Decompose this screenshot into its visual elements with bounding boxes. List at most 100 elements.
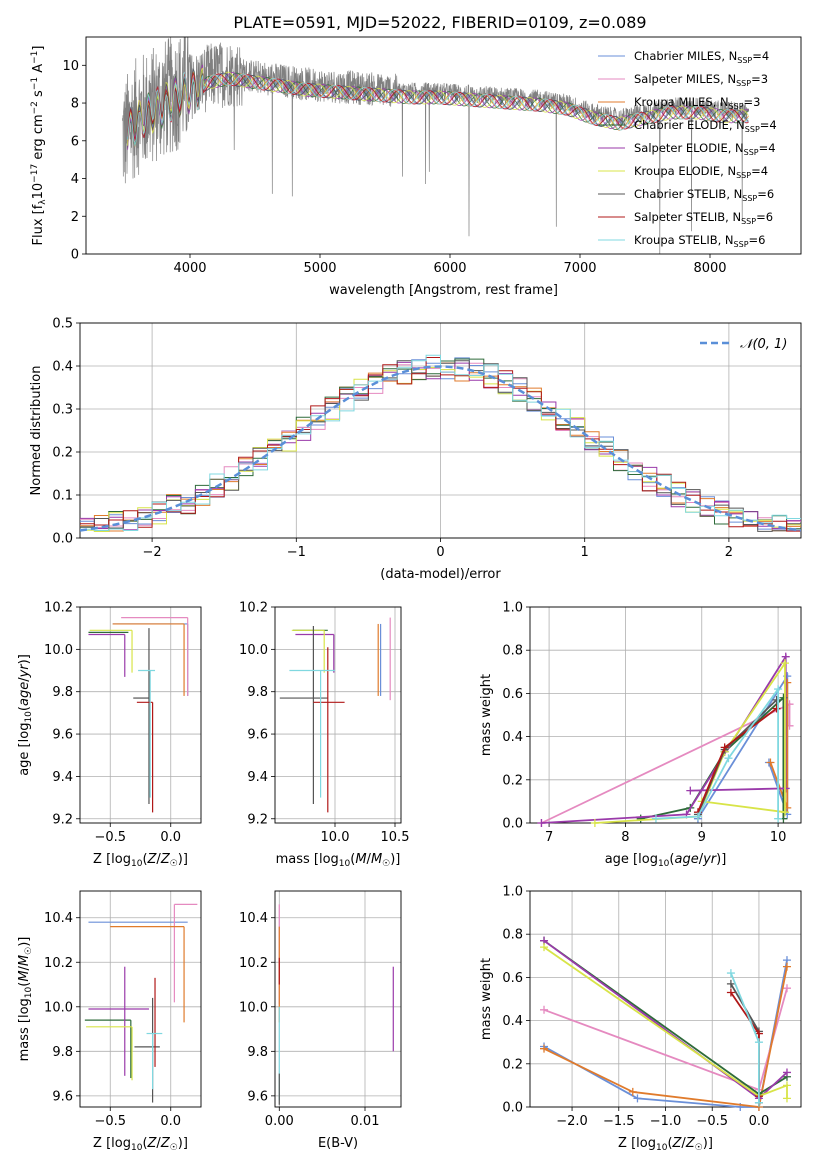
x-tick-label: 8 <box>621 830 629 845</box>
weight_vs_z-panel: −2.0 −1.5 −1.0 −0.5 0.0 0.0 0.2 0.4 0.6 0.8 1.0 Z [… <box>479 885 802 1153</box>
mass_vs_z-ylabel: mass [log10(M/M☉)] <box>17 937 34 1062</box>
weight-series-5 <box>543 946 788 1099</box>
weight-point <box>774 814 783 823</box>
y-tick-label: 0.0 <box>52 532 73 547</box>
legend-entry: Kroupa ELODIE, NSSP=4 <box>634 164 768 180</box>
y-tick-label: 1.0 <box>502 601 523 616</box>
x-tick-label: 1 <box>581 545 589 560</box>
y-tick-label: 9.6 <box>52 728 73 743</box>
y-tick-label: 1.0 <box>502 885 523 900</box>
y-tick-label: 0 <box>71 248 79 263</box>
weight-point <box>720 743 729 752</box>
weight-point <box>651 814 660 823</box>
residuals-panel: −2 −1 0 1 2 0.0 0.1 0.2 0.3 0.4 0.5 𝒩(0, 1) (data-mo… <box>29 317 802 582</box>
y-tick-label: 10.0 <box>239 643 268 658</box>
legend-entry: Chabrier MILES, NSSP=4 <box>634 49 769 65</box>
y-tick-label: 0.8 <box>502 644 523 659</box>
weight-point <box>782 1068 791 1077</box>
y-tick-label: 10.4 <box>239 911 268 926</box>
x-tick-label: −2 <box>143 545 162 560</box>
y-tick-label: 9.8 <box>52 685 73 700</box>
weight-point <box>540 1044 549 1053</box>
plot-frame <box>79 606 202 824</box>
x-tick-label: 9 <box>698 830 706 845</box>
legend-entry: 𝒩(0, 1) <box>740 337 787 352</box>
y-tick-label: 0.6 <box>502 971 523 986</box>
x-tick-label: 7 <box>545 830 553 845</box>
weight-point <box>754 1098 763 1107</box>
weight-series-4 <box>541 653 787 824</box>
y-tick-label: 0.1 <box>52 489 73 504</box>
y-tick-label: 0.3 <box>52 403 73 418</box>
plot-frame <box>79 890 202 1108</box>
y-tick-label: 0.6 <box>502 687 523 702</box>
x-tick-label: 8000 <box>693 261 726 276</box>
weight-point <box>782 962 791 971</box>
y-tick-label: 10.0 <box>239 1000 268 1015</box>
x-tick-label: 6000 <box>433 261 466 276</box>
plot-frame <box>79 322 802 539</box>
weight-point <box>726 988 735 997</box>
weight_vs_z-xlabel: Z [log10(Z/Z☉)] <box>618 1136 713 1153</box>
legend-entry: Kroupa STELIB, NSSP=6 <box>634 233 765 249</box>
weight-point <box>628 1087 637 1096</box>
y-tick-label: 0.0 <box>502 1101 523 1116</box>
x-tick-label: 0.00 <box>265 1114 294 1129</box>
weight-point <box>766 758 775 767</box>
x-tick-label: 10.5 <box>381 830 410 845</box>
weight-point <box>537 819 546 827</box>
spectrum-lines <box>122 37 750 254</box>
age_vs_mass-xlabel: mass [log10(M/M☉)] <box>276 852 401 869</box>
histogram-8 <box>80 354 801 531</box>
y-tick-label: 0.5 <box>52 317 73 332</box>
weight-point <box>754 1038 763 1047</box>
legend-entry: Salpeter ELODIE, NSSP=4 <box>634 141 776 157</box>
y-tick-label: 0.2 <box>502 773 523 788</box>
plot-frame <box>529 890 802 1108</box>
mass_vs_z-xlabel: Z [log10(Z/Z☉)] <box>93 1136 188 1153</box>
x-tick-label: 0 <box>436 545 444 560</box>
weight-point <box>540 1005 549 1014</box>
y-tick-label: 9.6 <box>52 1089 73 1104</box>
x-tick-label: 10 <box>770 830 787 845</box>
weight-point <box>590 819 599 827</box>
legend-entry: Chabrier ELODIE, NSSP=4 <box>634 118 777 134</box>
weight-series-8 <box>655 686 779 820</box>
age_vs_z-ylabel: age [log10(age/yr)] <box>17 654 34 776</box>
weight-point <box>772 704 781 713</box>
model-spectrum-8 <box>127 71 749 147</box>
plot-frame <box>529 606 802 824</box>
legend-entry: Kroupa MILES, NSSP=3 <box>634 95 760 111</box>
age_vs_mass-panel: 10.0 10.5 9.2 9.4 9.6 9.8 10.0 10.2 mass [log10(… <box>239 601 409 870</box>
weight-series-5 <box>594 660 786 824</box>
age_vs_z-panel: −0.5 0.0 9.2 9.4 9.6 9.8 10.0 10.2 Z [log10(Z/Z☉… <box>17 601 202 869</box>
plot-frame <box>274 606 402 824</box>
model-spectrum-6 <box>127 68 749 140</box>
legend-entry: Salpeter MILES, NSSP=3 <box>634 72 768 88</box>
model-spectrum-4 <box>127 64 749 150</box>
weight-point <box>782 1081 791 1090</box>
spectrum-panel: 4000 5000 6000 7000 8000 0 2 4 6 8 10 wavelength [A… <box>30 36 802 298</box>
weight-point <box>781 652 790 661</box>
y-tick-label: 6 <box>71 134 79 149</box>
y-tick-label: 9.2 <box>52 812 73 827</box>
y-tick-label: 9.4 <box>247 770 268 785</box>
x-tick-label: 0.0 <box>160 830 181 845</box>
weight-point <box>686 786 695 795</box>
residuals-ylabel: Normed distribution <box>29 366 44 496</box>
x-tick-label: 10.0 <box>321 830 350 845</box>
age_vs_z-xlabel: Z [log10(Z/Z☉)] <box>93 852 188 869</box>
weight-point <box>724 754 733 763</box>
x-tick-label: −1.0 <box>650 1114 682 1129</box>
y-tick-label: 0.0 <box>502 817 523 832</box>
x-tick-label: 5000 <box>303 261 336 276</box>
histograms <box>80 354 801 532</box>
weight-point <box>726 979 735 988</box>
legend-entry: Salpeter STELIB, NSSP=6 <box>634 210 773 226</box>
model-spectrum-1 <box>127 71 749 144</box>
residuals-xlabel: (data-model)/error <box>380 567 501 582</box>
weight-series-7 <box>697 707 778 813</box>
y-tick-label: 9.6 <box>247 728 268 743</box>
mass_vs_ebv-panel: 0.00 0.01 9.6 9.8 10.0 10.2 10.4 E(B-V) <box>239 890 402 1151</box>
y-tick-label: 10.0 <box>44 643 73 658</box>
